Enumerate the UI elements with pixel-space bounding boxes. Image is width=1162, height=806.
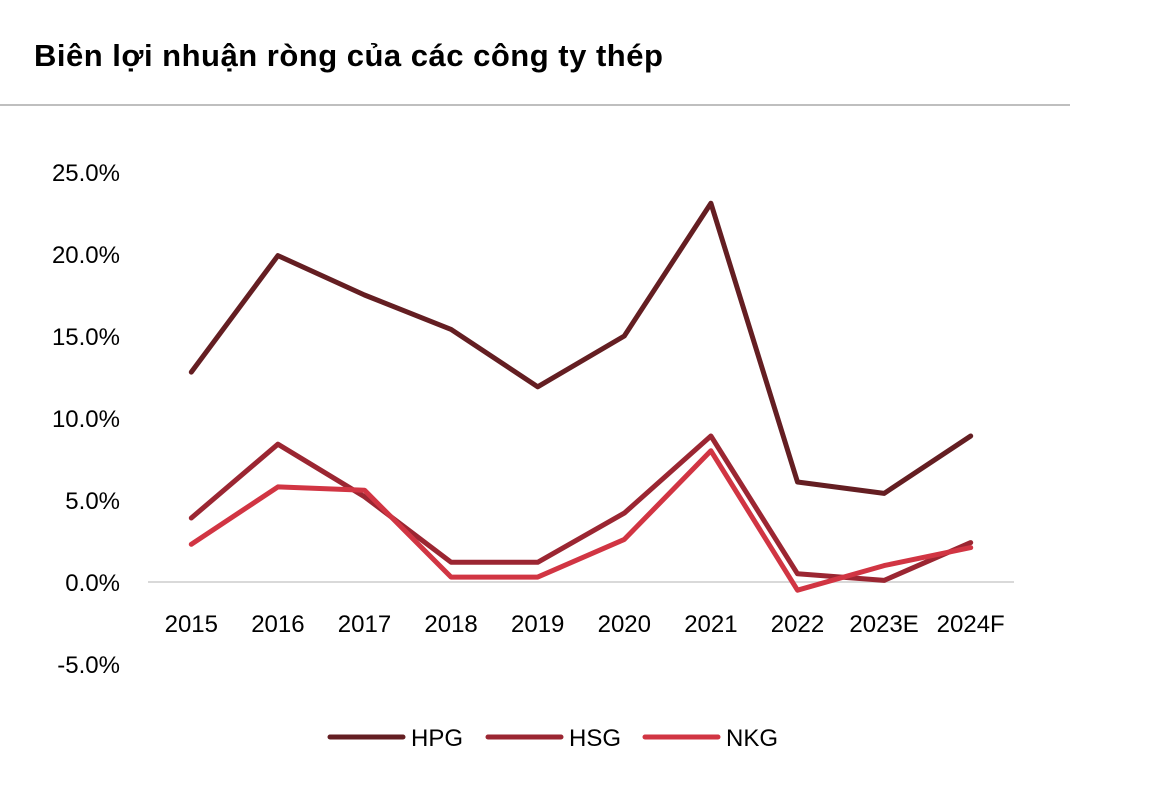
y-tick-label: 25.0% xyxy=(52,160,120,187)
x-tick-label: 2015 xyxy=(165,611,218,638)
x-tick-label: 2017 xyxy=(338,611,391,638)
y-axis: 25.0% 20.0% 15.0% 10.0% 5.0% 0.0% -5.0% xyxy=(52,160,120,679)
x-tick-label: 2021 xyxy=(684,611,737,638)
series-line-hpg xyxy=(188,200,974,496)
legend-label-hsg: HSG xyxy=(569,725,621,752)
x-tick-label: 2024F xyxy=(937,611,1005,638)
y-tick-label: 15.0% xyxy=(52,324,120,351)
series-lines xyxy=(188,200,974,593)
legend: HPG HSG NKG xyxy=(327,725,778,752)
y-tick-label: -5.0% xyxy=(57,652,120,679)
legend-label-hpg: HPG xyxy=(411,725,463,752)
chart-title: Biên lợi nhuận ròng của các công ty thép xyxy=(34,38,664,73)
y-tick-label: 0.0% xyxy=(65,570,120,597)
x-axis: 2015 2016 2017 2018 2019 2020 2021 2022 2023E 202… xyxy=(165,611,1005,638)
legend-label-nkg: NKG xyxy=(726,725,778,752)
y-tick-label: 20.0% xyxy=(52,242,120,269)
y-tick-label: 10.0% xyxy=(52,406,120,433)
x-tick-label: 2023E xyxy=(849,611,918,638)
x-tick-label: 2020 xyxy=(598,611,651,638)
x-tick-label: 2018 xyxy=(424,611,477,638)
x-tick-label: 2019 xyxy=(511,611,564,638)
series-line-nkg xyxy=(188,448,974,593)
y-tick-label: 5.0% xyxy=(65,488,120,515)
x-tick-label: 2022 xyxy=(771,611,824,638)
x-tick-label: 2016 xyxy=(251,611,304,638)
title-divider xyxy=(0,104,1070,106)
